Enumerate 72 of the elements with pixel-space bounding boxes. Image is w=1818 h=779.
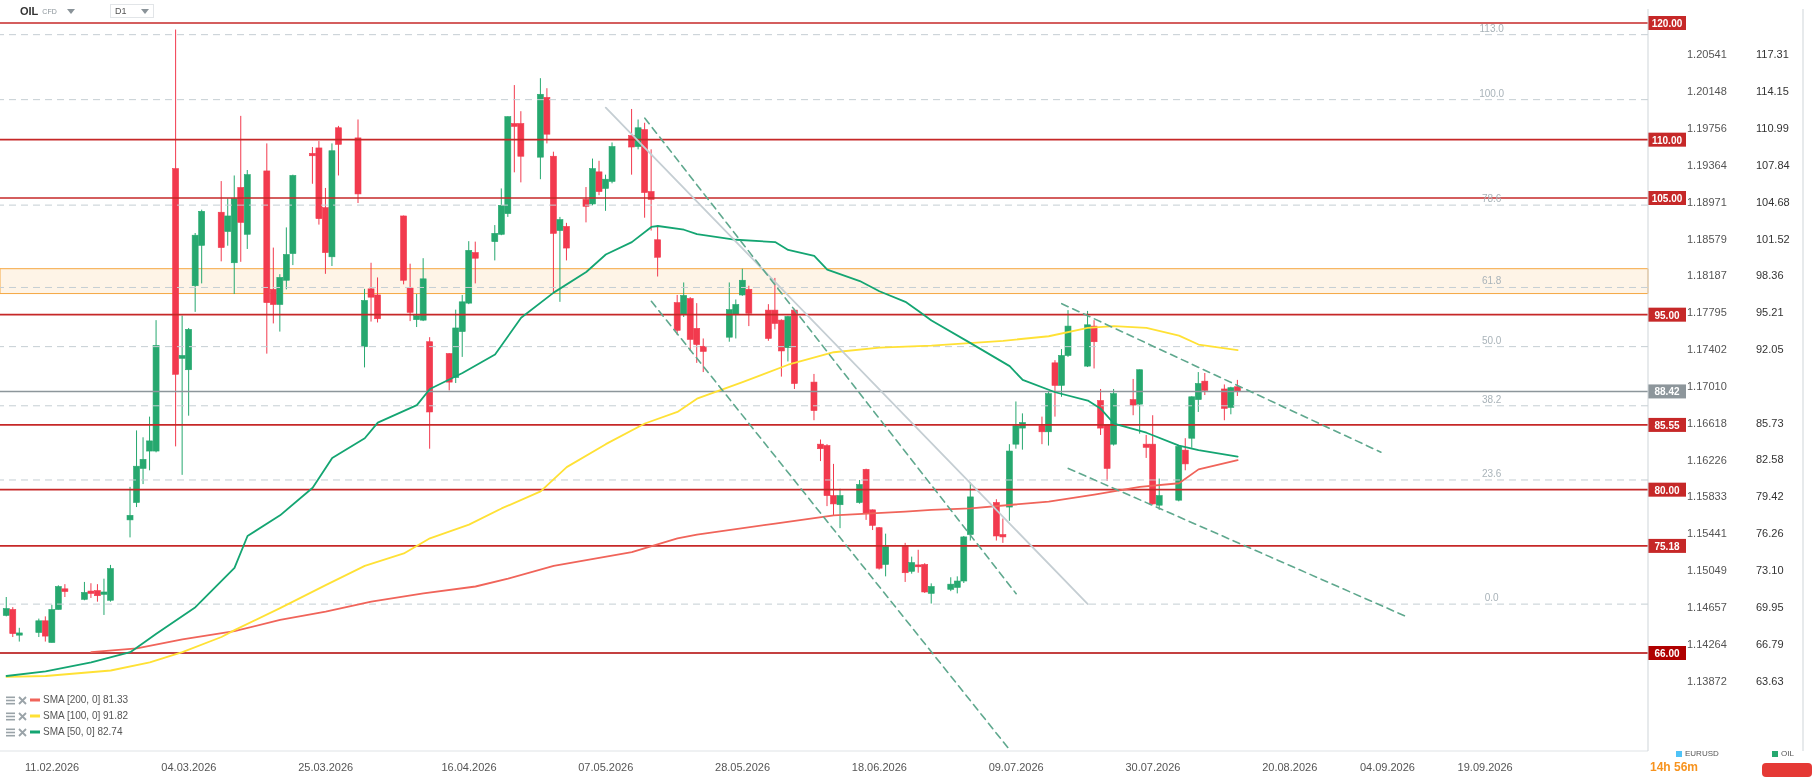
y2-tick-label: 1.15833 [1687, 490, 1727, 503]
x-tick-label: 19.09.2026 [1457, 760, 1513, 773]
y2-tick-label: 1.16226 [1687, 453, 1727, 466]
ref-line-label: 105.00 [1651, 193, 1683, 204]
y-tick-label: 79.42 [1756, 490, 1784, 503]
ref-line-label: 85.55 [1654, 419, 1680, 431]
y-tick-label: 95.21 [1756, 306, 1784, 319]
legend-label: SMA [100, 0] 91.82 [43, 710, 129, 722]
y-tick-label: 76.26 [1756, 527, 1784, 540]
text: EURUSD [1685, 749, 1719, 758]
y2-tick-label: 1.17010 [1687, 379, 1727, 392]
y2-tick-label: 1.18971 [1687, 195, 1727, 208]
annotation: 100.0 [1479, 87, 1505, 99]
legend-label: SMA [50, 0] 82.74 [43, 726, 123, 738]
x-tick-label: 04.03.2026 [161, 760, 217, 773]
legend-label: OIL [1781, 749, 1794, 758]
ref-line-label: 88.42 [1654, 386, 1680, 398]
y-tick-label: 104.68 [1756, 195, 1790, 208]
y2-tick-label: 1.20148 [1687, 85, 1727, 98]
chart-title: OIL [20, 5, 39, 17]
y2-tick-label: 1.19364 [1687, 158, 1727, 171]
x-tick-label: 11.02.2026 [24, 760, 80, 773]
dropdown-field: D1 [110, 4, 154, 18]
y-tick-label: 98.36 [1756, 269, 1784, 282]
annotation: 61.8 [1481, 275, 1502, 287]
y-tick-label: 82.58 [1756, 453, 1784, 466]
y-tick-label: 63.63 [1756, 674, 1784, 687]
y2-tick-label: 1.18579 [1687, 232, 1727, 245]
annotation: D1 [115, 6, 127, 16]
y2-tick-label: 1.15441 [1687, 527, 1727, 540]
ref-line-label: 110.00 [1651, 134, 1683, 146]
y-tick-label: 107.84 [1756, 158, 1790, 171]
y-tick-label: 73.10 [1756, 564, 1784, 577]
y-tick-label: 66.79 [1756, 637, 1784, 650]
annotation: 0.0 [1484, 592, 1500, 604]
text: 14h 56m [1650, 760, 1699, 774]
x-tick-label: 18.06.2026 [851, 760, 907, 773]
annotation: 38.2 [1481, 393, 1502, 405]
y-tick-label: 101.52 [1756, 232, 1790, 245]
y-tick-label: 117.31 [1756, 48, 1789, 61]
y-tick-label: 110.99 [1756, 122, 1789, 135]
annotation: 113.0 [1479, 22, 1505, 34]
y2-tick-label: 1.18187 [1687, 269, 1727, 282]
ref-line-label: 120.00 [1651, 18, 1683, 29]
x-tick-label: 25.03.2026 [298, 760, 354, 773]
y2-tick-label: 1.19756 [1687, 122, 1727, 135]
y2-tick-label: 1.15049 [1687, 564, 1727, 577]
y2-tick-label: 1.17795 [1687, 306, 1727, 319]
x-tick-label: 16.04.2026 [441, 760, 497, 773]
ref-line-label: 66.00 [1654, 648, 1680, 659]
x-tick-label: 09.07.2026 [988, 760, 1044, 773]
annotation: 23.6 [1481, 467, 1502, 479]
legend-label: SMA [200, 0] 81.33 [43, 694, 129, 706]
y2-tick-label: 1.13872 [1687, 674, 1727, 687]
x-tick-label: 30.07.2026 [1125, 760, 1181, 773]
y2-tick-label: 1.20541 [1687, 48, 1727, 61]
annotation: 50.0 [1481, 334, 1502, 346]
y-tick-label: 92.05 [1756, 342, 1784, 355]
x-tick-label: 07.05.2026 [578, 760, 634, 773]
y2-tick-label: 1.14657 [1687, 600, 1727, 613]
ref-line-label: 75.18 [1654, 540, 1680, 552]
y2-tick-label: 1.17402 [1687, 343, 1727, 356]
x-tick-label: 28.05.2026 [715, 760, 771, 773]
x-tick-label: 04.09.2026 [1359, 760, 1415, 773]
y2-tick-label: 1.14264 [1687, 637, 1727, 650]
ref-line-label: 80.00 [1654, 484, 1680, 496]
y2-tick-label: 1.16618 [1687, 416, 1727, 429]
ref-line-label: 95.00 [1654, 309, 1680, 321]
y-tick-label: 114.15 [1756, 85, 1789, 98]
y-tick-label: 69.95 [1756, 600, 1784, 613]
y-tick-label: 85.73 [1756, 416, 1784, 429]
x-tick-label: 20.08.2026 [1262, 760, 1318, 773]
